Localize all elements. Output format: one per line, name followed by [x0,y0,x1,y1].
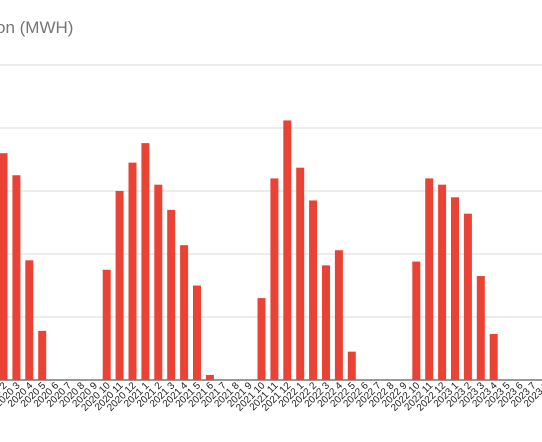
bar-2022-1 [296,167,305,380]
bar-2020-10 [102,269,111,380]
bar-2022-11 [425,178,434,380]
bar-2020-4 [25,260,34,380]
bar-2020-2 [0,153,8,380]
bar-2021-12 [283,120,292,380]
bar-2023-3 [476,276,485,380]
bar-2021-5 [193,285,201,380]
bar-2020-5 [38,330,47,380]
bar-2022-5 [347,351,356,380]
bar-2022-12 [438,184,447,380]
bar-2023-4 [489,334,498,380]
bar-2023-1 [451,197,459,380]
bar-2021-1 [141,143,150,380]
chart-title: on (MWH) [0,18,74,37]
bar-2020-12 [128,162,137,380]
bar-2021-10 [257,298,266,380]
bar-2023-2 [463,213,472,380]
bar-2021-11 [270,178,279,380]
bar-2022-3 [322,265,330,380]
bar-2021-4 [180,245,189,380]
bar-2021-2 [154,184,163,380]
bar-2022-2 [309,200,318,380]
bar-2020-11 [115,191,124,380]
bar-2022-10 [412,261,421,380]
bar-2020-3 [12,175,21,380]
bar-2022-4 [334,250,343,380]
bar-2021-3 [167,209,176,380]
bar-2021-6 [205,374,214,380]
